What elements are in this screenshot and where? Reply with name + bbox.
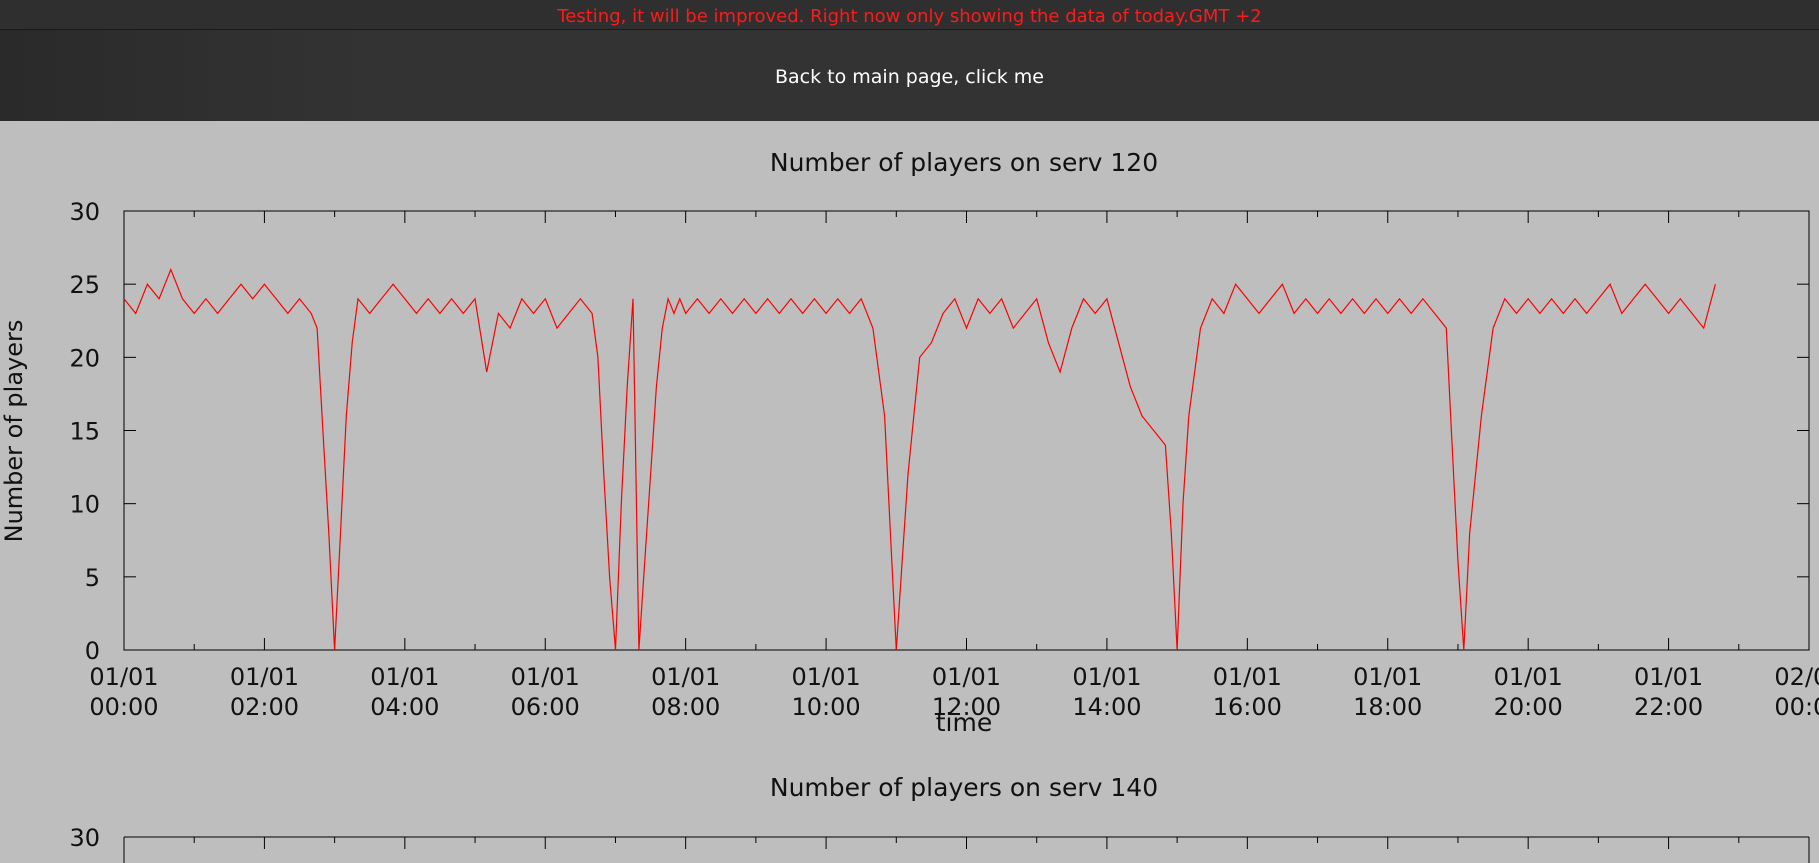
y-tick-label: 20 xyxy=(69,344,100,372)
chart-title: Number of players on serv 140 xyxy=(770,773,1158,802)
charts-area: Number of players on serv 120 Number of … xyxy=(0,148,1819,863)
x-tick-label-date: 01/01 xyxy=(511,663,580,691)
x-tick-label-time: 10:00 xyxy=(791,693,860,721)
back-to-main-link[interactable]: Back to main page, click me xyxy=(774,66,1044,88)
y-axis-label: Number of players xyxy=(0,320,28,543)
series-line xyxy=(123,267,1716,651)
x-tick-label-time: 02:00 xyxy=(230,693,299,721)
chart-title: Number of players on serv 120 xyxy=(770,148,1158,177)
x-axis-label: time xyxy=(936,708,992,737)
nav-bar: Back to main page, click me xyxy=(0,30,1819,121)
x-tick-label-date: 01/01 xyxy=(89,663,158,691)
y-tick-label: 15 xyxy=(69,418,100,446)
x-tick-label-date: 01/01 xyxy=(651,663,720,691)
x-tick-label-time: 14:00 xyxy=(1072,693,1141,721)
chart-serv-140: Number of players on serv 140 30 xyxy=(69,773,1810,863)
x-tick-label-date: 01/01 xyxy=(1213,663,1282,691)
y-tick-label: 5 xyxy=(85,564,100,592)
x-tick-label-time: 00:00 xyxy=(1774,693,1819,721)
notice-banner: Testing, it will be improved. Right now … xyxy=(0,0,1819,30)
y-tick-label: 25 xyxy=(69,271,100,299)
x-tick-label-time: 12:00 xyxy=(932,693,1001,721)
x-tick-label-date: 01/01 xyxy=(791,663,860,691)
x-tick-label-time: 20:00 xyxy=(1494,693,1563,721)
x-tick-label-date: 02/01 xyxy=(1774,663,1819,691)
x-tick-label-time: 16:00 xyxy=(1213,693,1282,721)
x-tick-label-date: 01/01 xyxy=(370,663,439,691)
x-tick-label-time: 06:00 xyxy=(511,693,580,721)
notice-text: Testing, it will be improved. Right now … xyxy=(557,6,1262,27)
x-tick-label-time: 08:00 xyxy=(651,693,720,721)
y-tick-label: 30 xyxy=(69,824,100,852)
y-tick-label: 10 xyxy=(69,491,100,519)
x-tick-label-time: 04:00 xyxy=(370,693,439,721)
x-tick-label-date: 01/01 xyxy=(1494,663,1563,691)
y-tick-label: 0 xyxy=(85,637,100,665)
plot-frame xyxy=(123,210,1810,651)
x-tick-label-date: 01/01 xyxy=(1072,663,1141,691)
x-tick-label-date: 01/01 xyxy=(230,663,299,691)
x-tick-label-date: 01/01 xyxy=(1634,663,1703,691)
x-tick-label-time: 22:00 xyxy=(1634,693,1703,721)
x-tick-label-time: 00:00 xyxy=(89,693,158,721)
y-tick-label: 30 xyxy=(69,198,100,226)
x-tick-label-time: 18:00 xyxy=(1353,693,1422,721)
x-tick-label-date: 01/01 xyxy=(932,663,1001,691)
chart-serv-120: Number of players on serv 120 Number of … xyxy=(0,148,1819,737)
x-tick-label-date: 01/01 xyxy=(1353,663,1422,691)
